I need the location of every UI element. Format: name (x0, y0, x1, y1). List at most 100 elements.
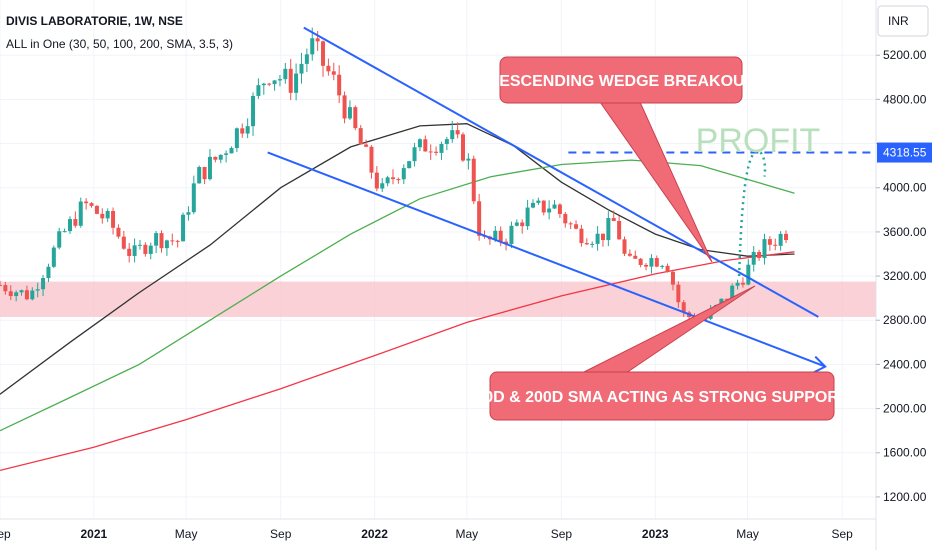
candle-up (186, 212, 191, 215)
candle-up (207, 156, 212, 180)
candle-down (600, 233, 605, 241)
candle-up (41, 278, 46, 290)
time-axis[interactable]: Sep 2021 May Sep 2022 May Sep 2023 May Sep (0, 527, 853, 541)
x-tick-label: 2022 (361, 527, 388, 541)
x-tick-label: Sep (0, 527, 11, 541)
candle-up (105, 211, 110, 219)
candle-down (520, 222, 525, 227)
candle-up (649, 258, 654, 267)
candle-down (353, 107, 358, 129)
y-tick-label: 4800.00 (883, 92, 927, 106)
candle-up (51, 247, 56, 267)
candle-down (681, 302, 686, 313)
candle-up (234, 128, 239, 149)
candle-down (557, 204, 562, 214)
candle-down (121, 236, 126, 249)
candle-up (197, 167, 202, 184)
candle-up (67, 219, 72, 232)
candle-up (730, 285, 735, 300)
candle-up (778, 233, 783, 246)
support-zone (0, 281, 876, 317)
candle-up (450, 130, 455, 140)
y-tick-label: 1600.00 (883, 446, 927, 460)
candle-up (30, 290, 35, 300)
candle-down (100, 213, 105, 219)
candle-down (337, 74, 342, 96)
candle-down (159, 233, 164, 249)
candle-down (358, 128, 363, 145)
candle-down (369, 146, 374, 173)
currency-button[interactable]: INR (877, 5, 929, 37)
candle-down (267, 83, 272, 85)
candle-down (504, 241, 509, 244)
candle-up (385, 177, 390, 184)
candle-up (439, 143, 444, 153)
candle-down (0, 284, 2, 286)
candle-up (493, 230, 498, 240)
wedge-arrowhead (812, 355, 827, 374)
x-tick-label: 2023 (642, 527, 669, 541)
candle-down (670, 271, 675, 285)
candle-up (277, 79, 282, 81)
candle-up (751, 252, 756, 265)
candle-down (541, 200, 546, 213)
y-tick-label: 2800.00 (883, 313, 927, 327)
candle-down (654, 258, 659, 267)
candle-up (444, 139, 449, 144)
indicator-title[interactable]: ALL in One (30, 50, 100, 200, SMA, 3.5, … (6, 37, 233, 51)
candle-down (757, 252, 762, 258)
candle-up (735, 282, 740, 286)
y-tick-label: 1200.00 (883, 490, 927, 504)
candle-down (460, 134, 465, 161)
breakout-label: DESCENDING WEDGE BREAKOUT (488, 73, 755, 90)
candle-down (644, 264, 649, 267)
wedge-upper-line (303, 26, 819, 318)
candle-down (89, 203, 94, 206)
candle-up (719, 298, 724, 306)
candle-up (283, 68, 288, 80)
candle-down (434, 151, 439, 153)
candle-down (396, 179, 401, 181)
candle-up (261, 83, 266, 86)
candle-down (342, 95, 347, 119)
candle-down (364, 144, 369, 147)
candle-up (530, 202, 535, 208)
candle-down (611, 218, 616, 222)
currency-label: INR (888, 14, 909, 28)
price-axis[interactable]: 1200.00 1600.00 2000.00 2400.00 2800.00 3200.… (876, 48, 927, 504)
candle-up (310, 38, 315, 55)
candle-down (24, 290, 29, 300)
candle-down (676, 284, 681, 303)
symbol-title[interactable]: DIVIS LABORATORIE, 1W, NSE (6, 14, 183, 28)
candle-down (498, 230, 503, 242)
candle-up (78, 201, 83, 226)
candle-down (428, 151, 433, 153)
candle-up (148, 245, 153, 254)
candle-up (590, 243, 595, 245)
candle-up (14, 292, 19, 297)
target-badge-box (877, 142, 932, 163)
candle-up (595, 233, 600, 244)
candle-down (84, 201, 89, 204)
candle-up (132, 245, 137, 256)
candle-down (391, 177, 396, 180)
wedge-lines (267, 26, 827, 374)
candle-down (767, 239, 772, 245)
candle-up (137, 244, 142, 246)
candle-down (94, 205, 99, 214)
target-badge-label: 4318.55 (883, 146, 927, 160)
candle-down (579, 228, 584, 244)
candle-up (762, 239, 767, 258)
candle-up (347, 107, 352, 119)
y-tick-label: 2000.00 (883, 402, 927, 416)
candle-up (304, 54, 309, 64)
candle-down (617, 221, 622, 240)
candle-down (784, 233, 789, 241)
candle-down (127, 248, 132, 256)
candle-down (73, 219, 78, 226)
candle-down (175, 240, 180, 242)
candle-up (272, 80, 277, 85)
x-tick-label: Sep (270, 527, 292, 541)
